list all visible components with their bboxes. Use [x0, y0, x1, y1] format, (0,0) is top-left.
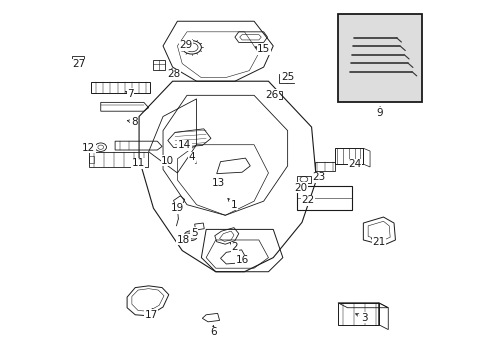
Text: 16: 16 [235, 256, 248, 265]
Text: 19: 19 [170, 203, 183, 213]
Text: 17: 17 [144, 310, 157, 320]
Bar [337, 14, 421, 102]
Text: 20: 20 [294, 183, 307, 193]
Text: 25: 25 [281, 72, 294, 82]
Text: 23: 23 [311, 172, 325, 182]
Text: 28: 28 [166, 69, 180, 79]
Text: 18: 18 [177, 235, 190, 245]
Text: 29: 29 [179, 40, 192, 50]
Circle shape [184, 231, 197, 241]
Bar [297, 186, 351, 210]
Text: 1: 1 [230, 200, 237, 210]
Text: 6: 6 [210, 327, 216, 337]
Text: 2: 2 [231, 242, 238, 252]
Text: 21: 21 [371, 237, 385, 247]
Text: 10: 10 [161, 156, 174, 166]
Text: 5: 5 [190, 228, 197, 238]
Text: 13: 13 [211, 178, 224, 188]
Text: 4: 4 [188, 152, 195, 162]
Text: 15: 15 [257, 45, 270, 54]
Text: 26: 26 [265, 90, 278, 100]
Text: 11: 11 [131, 158, 144, 168]
Text: 12: 12 [82, 143, 95, 153]
Text: 7: 7 [127, 89, 134, 99]
Text: 27: 27 [72, 59, 85, 69]
Text: 14: 14 [178, 140, 191, 150]
Text: 3: 3 [360, 312, 367, 323]
Text: 24: 24 [347, 159, 361, 169]
Text: 9: 9 [376, 108, 383, 118]
Text: 8: 8 [131, 117, 137, 127]
Text: 22: 22 [301, 195, 314, 206]
